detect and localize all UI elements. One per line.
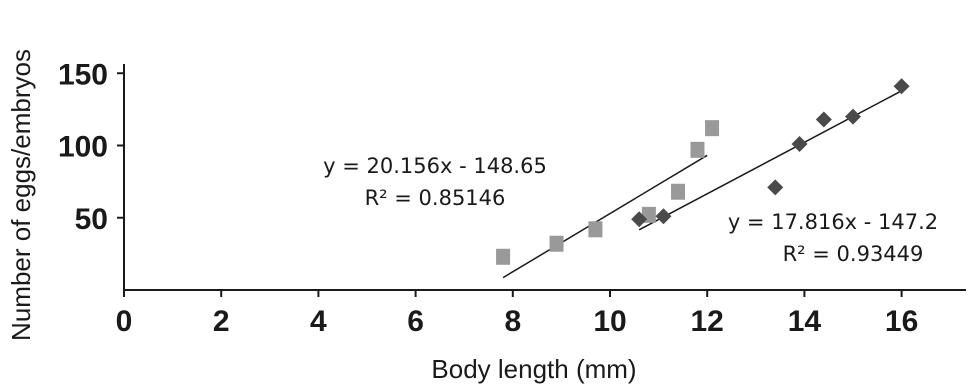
y-axis-title: Number of eggs/embryos [6,49,36,341]
series-2-equation: y = 17.816x - 147.2 [728,210,938,234]
y-tick-label: 50 [75,203,108,236]
data-point-diamond [815,111,832,128]
data-point-diamond [655,208,672,225]
x-tick-label: 16 [885,305,918,338]
data-points [496,78,910,265]
data-point-square [588,221,603,238]
x-ticks: 0 2 4 6 8 10 12 14 16 [116,290,918,338]
data-point-diamond [631,211,648,228]
trendline-series-1 [502,154,708,279]
x-tick-label: 0 [116,305,133,338]
series-1-r-squared: R² = 0.85146 [365,186,506,210]
y-tick-label: 100 [58,131,108,164]
y-tick-label: 150 [58,58,108,91]
series-1-equation: y = 20.156x - 148.65 [323,154,547,178]
axes [123,64,966,291]
data-point-diamond [845,108,861,125]
data-point-diamond [791,136,808,153]
x-axis-title: Body length (mm) [431,354,636,384]
data-point-square [705,120,720,137]
x-tick-label: 10 [593,305,626,338]
trendline-series-2 [638,90,902,231]
x-tick-label: 4 [310,305,327,338]
x-tick-label: 12 [691,305,724,338]
x-tick-label: 14 [788,305,822,338]
x-tick-label: 6 [407,305,424,338]
data-point-diamond [767,179,784,196]
data-point-square [690,141,705,158]
x-tick-label: 8 [504,305,521,338]
data-point-square [671,183,686,200]
data-point-diamond [893,78,910,95]
data-point-square [496,248,511,265]
y-ticks: 50 100 150 [58,58,124,236]
series-2-r-squared: R² = 0.93449 [783,242,924,266]
data-point-square [549,235,564,252]
x-tick-label: 2 [213,305,230,338]
